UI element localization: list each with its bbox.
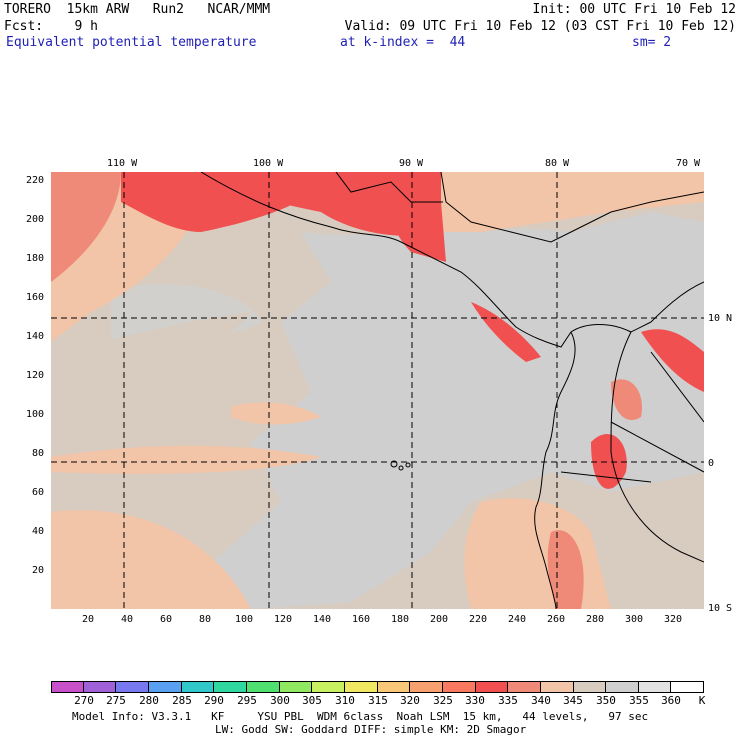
- colorbar-label: 310: [335, 694, 355, 707]
- colorbar-label: 345: [563, 694, 583, 707]
- grid-x-label: 80: [199, 614, 212, 625]
- model-run-title: TORERO 15km ARW Run2 NCAR/MMM: [4, 2, 271, 17]
- grid-y-label: 140: [26, 331, 45, 342]
- lat-label-0: 0: [708, 458, 715, 469]
- colorbar-unit: K: [698, 694, 706, 707]
- colorbar-swatch: [312, 681, 345, 693]
- colorbar-swatch: [246, 681, 280, 693]
- colorbar-swatch: [344, 681, 378, 693]
- lon-label-70w: 70 W: [676, 158, 701, 169]
- model-info-line2: LW: Godd SW: Goddard DIFF: simple KM: 2D…: [215, 723, 527, 736]
- colorbar-swatch: [377, 681, 411, 693]
- grid-y-label: 100: [26, 409, 45, 420]
- colorbar-label: 355: [629, 694, 649, 707]
- lon-label-80w: 80 W: [545, 158, 570, 169]
- grid-x-label: 200: [430, 614, 449, 625]
- grid-x-label: 260: [547, 614, 566, 625]
- grid-x-label: 220: [469, 614, 488, 625]
- lat-label-10n: 10 N: [708, 313, 733, 324]
- grid-y-label: 200: [26, 214, 45, 225]
- grid-x-label: 160: [352, 614, 371, 625]
- colorbar-swatch: [606, 681, 639, 693]
- colorbar-swatch: [573, 681, 607, 693]
- model-info-line1: Model Info: V3.3.1 KF YSU PBL WDM 6class…: [72, 710, 649, 723]
- smoothing-value: sm= 2: [632, 35, 672, 50]
- grid-y-label: 160: [26, 292, 45, 303]
- grid-x-label: 300: [625, 614, 644, 625]
- colorbar-label: 280: [139, 694, 159, 707]
- grid-x-label: 100: [235, 614, 254, 625]
- colorbar-label: 360: [661, 694, 681, 707]
- grid-x-label: 320: [664, 614, 683, 625]
- forecast-hour: Fcst: 9 h: [4, 19, 98, 34]
- colorbar-swatch: [116, 681, 149, 693]
- theta-e-map: [51, 172, 704, 609]
- grid-y-label: 80: [32, 448, 45, 459]
- lat-label-10s: 10 S: [708, 603, 733, 614]
- colorbar-label: 320: [400, 694, 420, 707]
- grid-x-label: 40: [121, 614, 134, 625]
- colorbar-label: 295: [237, 694, 257, 707]
- grid-x-label: 20: [82, 614, 95, 625]
- colorbar-swatch: [214, 681, 247, 693]
- colorbar-label: 290: [204, 694, 224, 707]
- colorbar-label: 315: [368, 694, 388, 707]
- colorbar-label: 300: [270, 694, 290, 707]
- colorbar-label: 270: [74, 694, 94, 707]
- grid-y-label: 60: [32, 487, 45, 498]
- colorbar-label: 305: [302, 694, 322, 707]
- lon-label-90w: 90 W: [399, 158, 424, 169]
- colorbar-label: 275: [106, 694, 126, 707]
- grid-x-label: 180: [391, 614, 410, 625]
- grid-x-label: 140: [313, 614, 332, 625]
- map-canvas: [51, 172, 704, 609]
- colorbar-swatch: [181, 681, 215, 693]
- colorbar-label: 340: [531, 694, 551, 707]
- grid-x-label: 120: [274, 614, 293, 625]
- colorbar-label: 285: [172, 694, 192, 707]
- grid-y-label: 20: [32, 565, 45, 576]
- colorbar-swatch: [279, 681, 313, 693]
- colorbar-swatch: [148, 681, 182, 693]
- colorbar-label: 330: [465, 694, 485, 707]
- lon-label-100w: 100 W: [253, 158, 284, 169]
- lon-label-110w: 110 W: [107, 158, 138, 169]
- colorbar-frame: [51, 681, 704, 693]
- colorbar-swatch: [475, 681, 509, 693]
- grid-y-label: 180: [26, 253, 45, 264]
- valid-time: Valid: 09 UTC Fri 10 Feb 12 (03 CST Fri …: [344, 19, 736, 34]
- level-index: at k-index = 44: [340, 35, 466, 50]
- grid-y-label: 40: [32, 526, 45, 537]
- grid-x-label: 240: [508, 614, 527, 625]
- colorbar-label: 335: [498, 694, 518, 707]
- colorbar: [51, 681, 705, 693]
- colorbar-swatch: [442, 681, 476, 693]
- colorbar-label: 350: [596, 694, 616, 707]
- field-name: Equivalent potential temperature: [6, 35, 257, 50]
- colorbar-swatch: [410, 681, 443, 693]
- grid-x-label: 60: [160, 614, 173, 625]
- colorbar-swatch: [51, 681, 84, 693]
- colorbar-label: 325: [433, 694, 453, 707]
- grid-y-label: 120: [26, 370, 45, 381]
- colorbar-swatch: [638, 681, 672, 693]
- grid-y-label: 220: [26, 175, 45, 186]
- init-time: Init: 00 UTC Fri 10 Feb 12: [532, 2, 737, 17]
- colorbar-swatch: [540, 681, 574, 693]
- colorbar-swatch: [508, 681, 541, 693]
- grid-x-label: 280: [586, 614, 605, 625]
- colorbar-swatch: [83, 681, 117, 693]
